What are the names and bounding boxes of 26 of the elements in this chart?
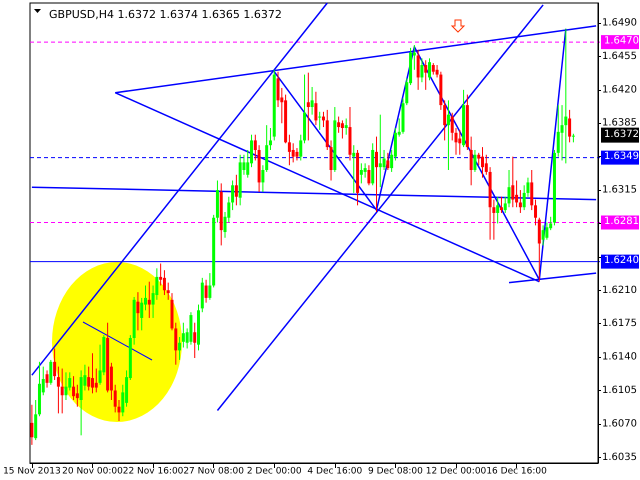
ref-line-label: 1.6240 [604,255,639,266]
ref-line-label: 1.6470 [604,36,639,47]
x-tick-label: 15 Nov 2013 [3,466,61,476]
x-tick-label: 27 Nov 08:00 [183,466,244,476]
y-tick-label: 1.6420 [602,84,638,96]
annotation: 1.6372 [604,129,639,140]
y-tick-label: 1.6315 [602,184,638,196]
y-tick-label: 1.6175 [602,318,638,330]
x-tick-label: 12 Dec 00:00 [426,466,487,476]
y-tick-label: 1.6035 [602,452,638,463]
x-tick-label: 22 Nov 16:00 [122,466,184,476]
y-tick-label: 1.6070 [602,418,638,430]
y-tick-label: 1.6385 [602,118,638,129]
y-tick-label: 1.6210 [602,284,638,296]
x-tick-label: 16 Dec 16:00 [486,466,548,476]
text: GBPUSD,H4 1.6372 1.6374 1.6365 1.6372 [49,8,282,21]
x-tick-label: 2 Dec 00:00 [246,466,302,476]
ref-line-label: 1.6281 [604,216,639,227]
x-tick-label: 4 Dec 16:00 [307,466,362,476]
x-tick-label: 9 Dec 08:00 [368,466,424,476]
y-tick-label: 1.6105 [602,384,638,396]
y-tick-label: 1.6140 [602,352,638,363]
x-tick-label: 20 Nov 00:00 [62,466,124,476]
y-tick-label: 1.6455 [602,50,638,62]
ref-line-label: 1.6349 [604,151,639,162]
y-tick-label: 1.6490 [602,18,638,29]
